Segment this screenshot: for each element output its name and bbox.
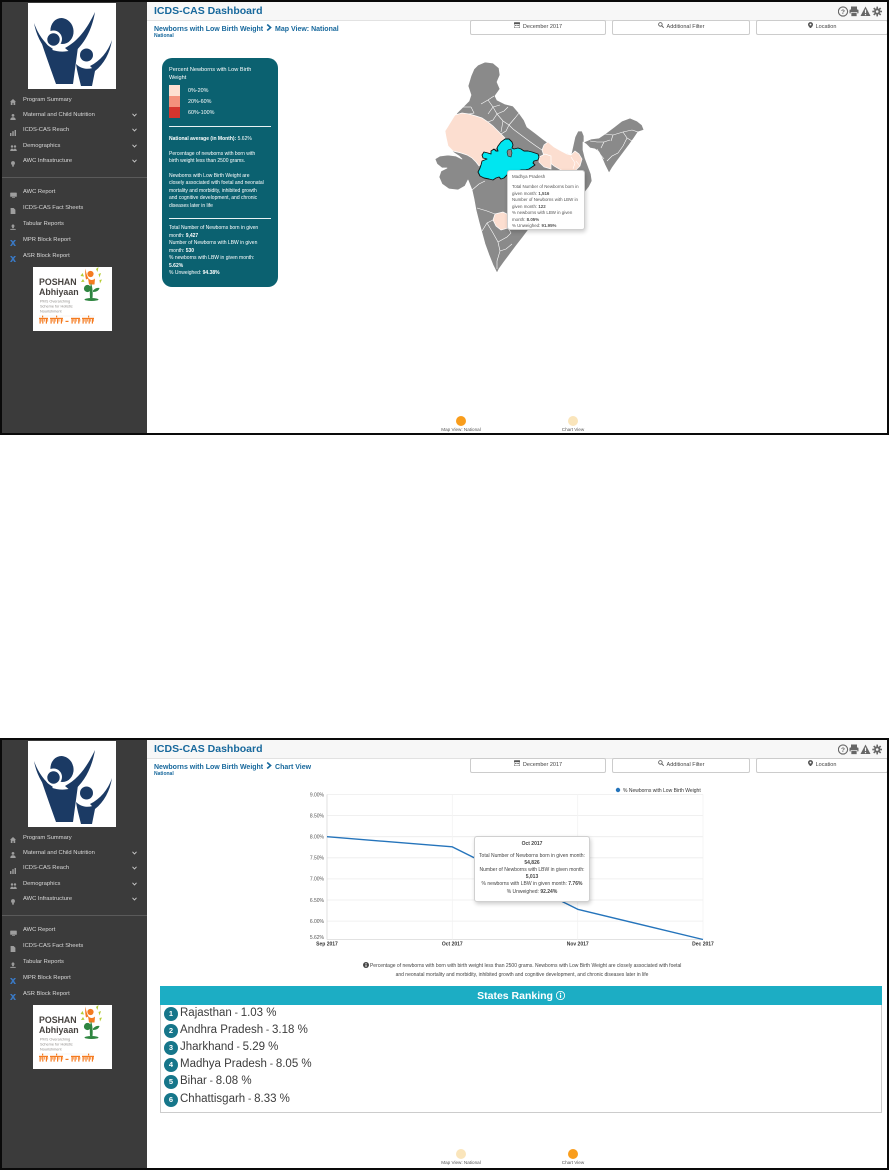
svg-text:Oct 2017: Oct 2017 bbox=[442, 942, 463, 948]
svg-text:?: ? bbox=[841, 747, 845, 754]
svg-text:5.62%: 5.62% bbox=[310, 935, 325, 941]
svg-text:8.50%: 8.50% bbox=[310, 813, 325, 819]
svg-text:7.50%: 7.50% bbox=[310, 856, 325, 862]
svg-text:PM's Overarching: PM's Overarching bbox=[40, 300, 70, 304]
svg-text:6.00%: 6.00% bbox=[310, 919, 325, 925]
svg-text:% Newborns with Low Birth Weig: % Newborns with Low Birth Weight bbox=[623, 788, 701, 794]
svg-text:Dec 2017: Dec 2017 bbox=[692, 942, 714, 948]
svg-text:7.00%: 7.00% bbox=[310, 877, 325, 883]
svg-text:Nourishment: Nourishment bbox=[40, 1048, 62, 1052]
svg-text:Abhiyaan: Abhiyaan bbox=[39, 287, 79, 297]
svg-text:POSHAN: POSHAN bbox=[39, 277, 77, 287]
svg-text:Nov 2017: Nov 2017 bbox=[567, 942, 589, 948]
svg-text:POSHAN: POSHAN bbox=[39, 1015, 77, 1025]
svg-text:Nourishment: Nourishment bbox=[40, 310, 62, 314]
svg-text:Sep 2017: Sep 2017 bbox=[316, 942, 338, 948]
svg-text:PM's Overarching: PM's Overarching bbox=[40, 1038, 70, 1042]
svg-text:Abhiyaan: Abhiyaan bbox=[39, 1025, 79, 1035]
svg-text:6.50%: 6.50% bbox=[310, 898, 325, 904]
svg-text:?: ? bbox=[841, 9, 845, 16]
svg-text:8.00%: 8.00% bbox=[310, 835, 325, 841]
svg-text:9.00%: 9.00% bbox=[310, 792, 325, 798]
svg-text:Scheme for Holistic: Scheme for Holistic bbox=[40, 305, 73, 309]
svg-text:Scheme for Holistic: Scheme for Holistic bbox=[40, 1043, 73, 1047]
